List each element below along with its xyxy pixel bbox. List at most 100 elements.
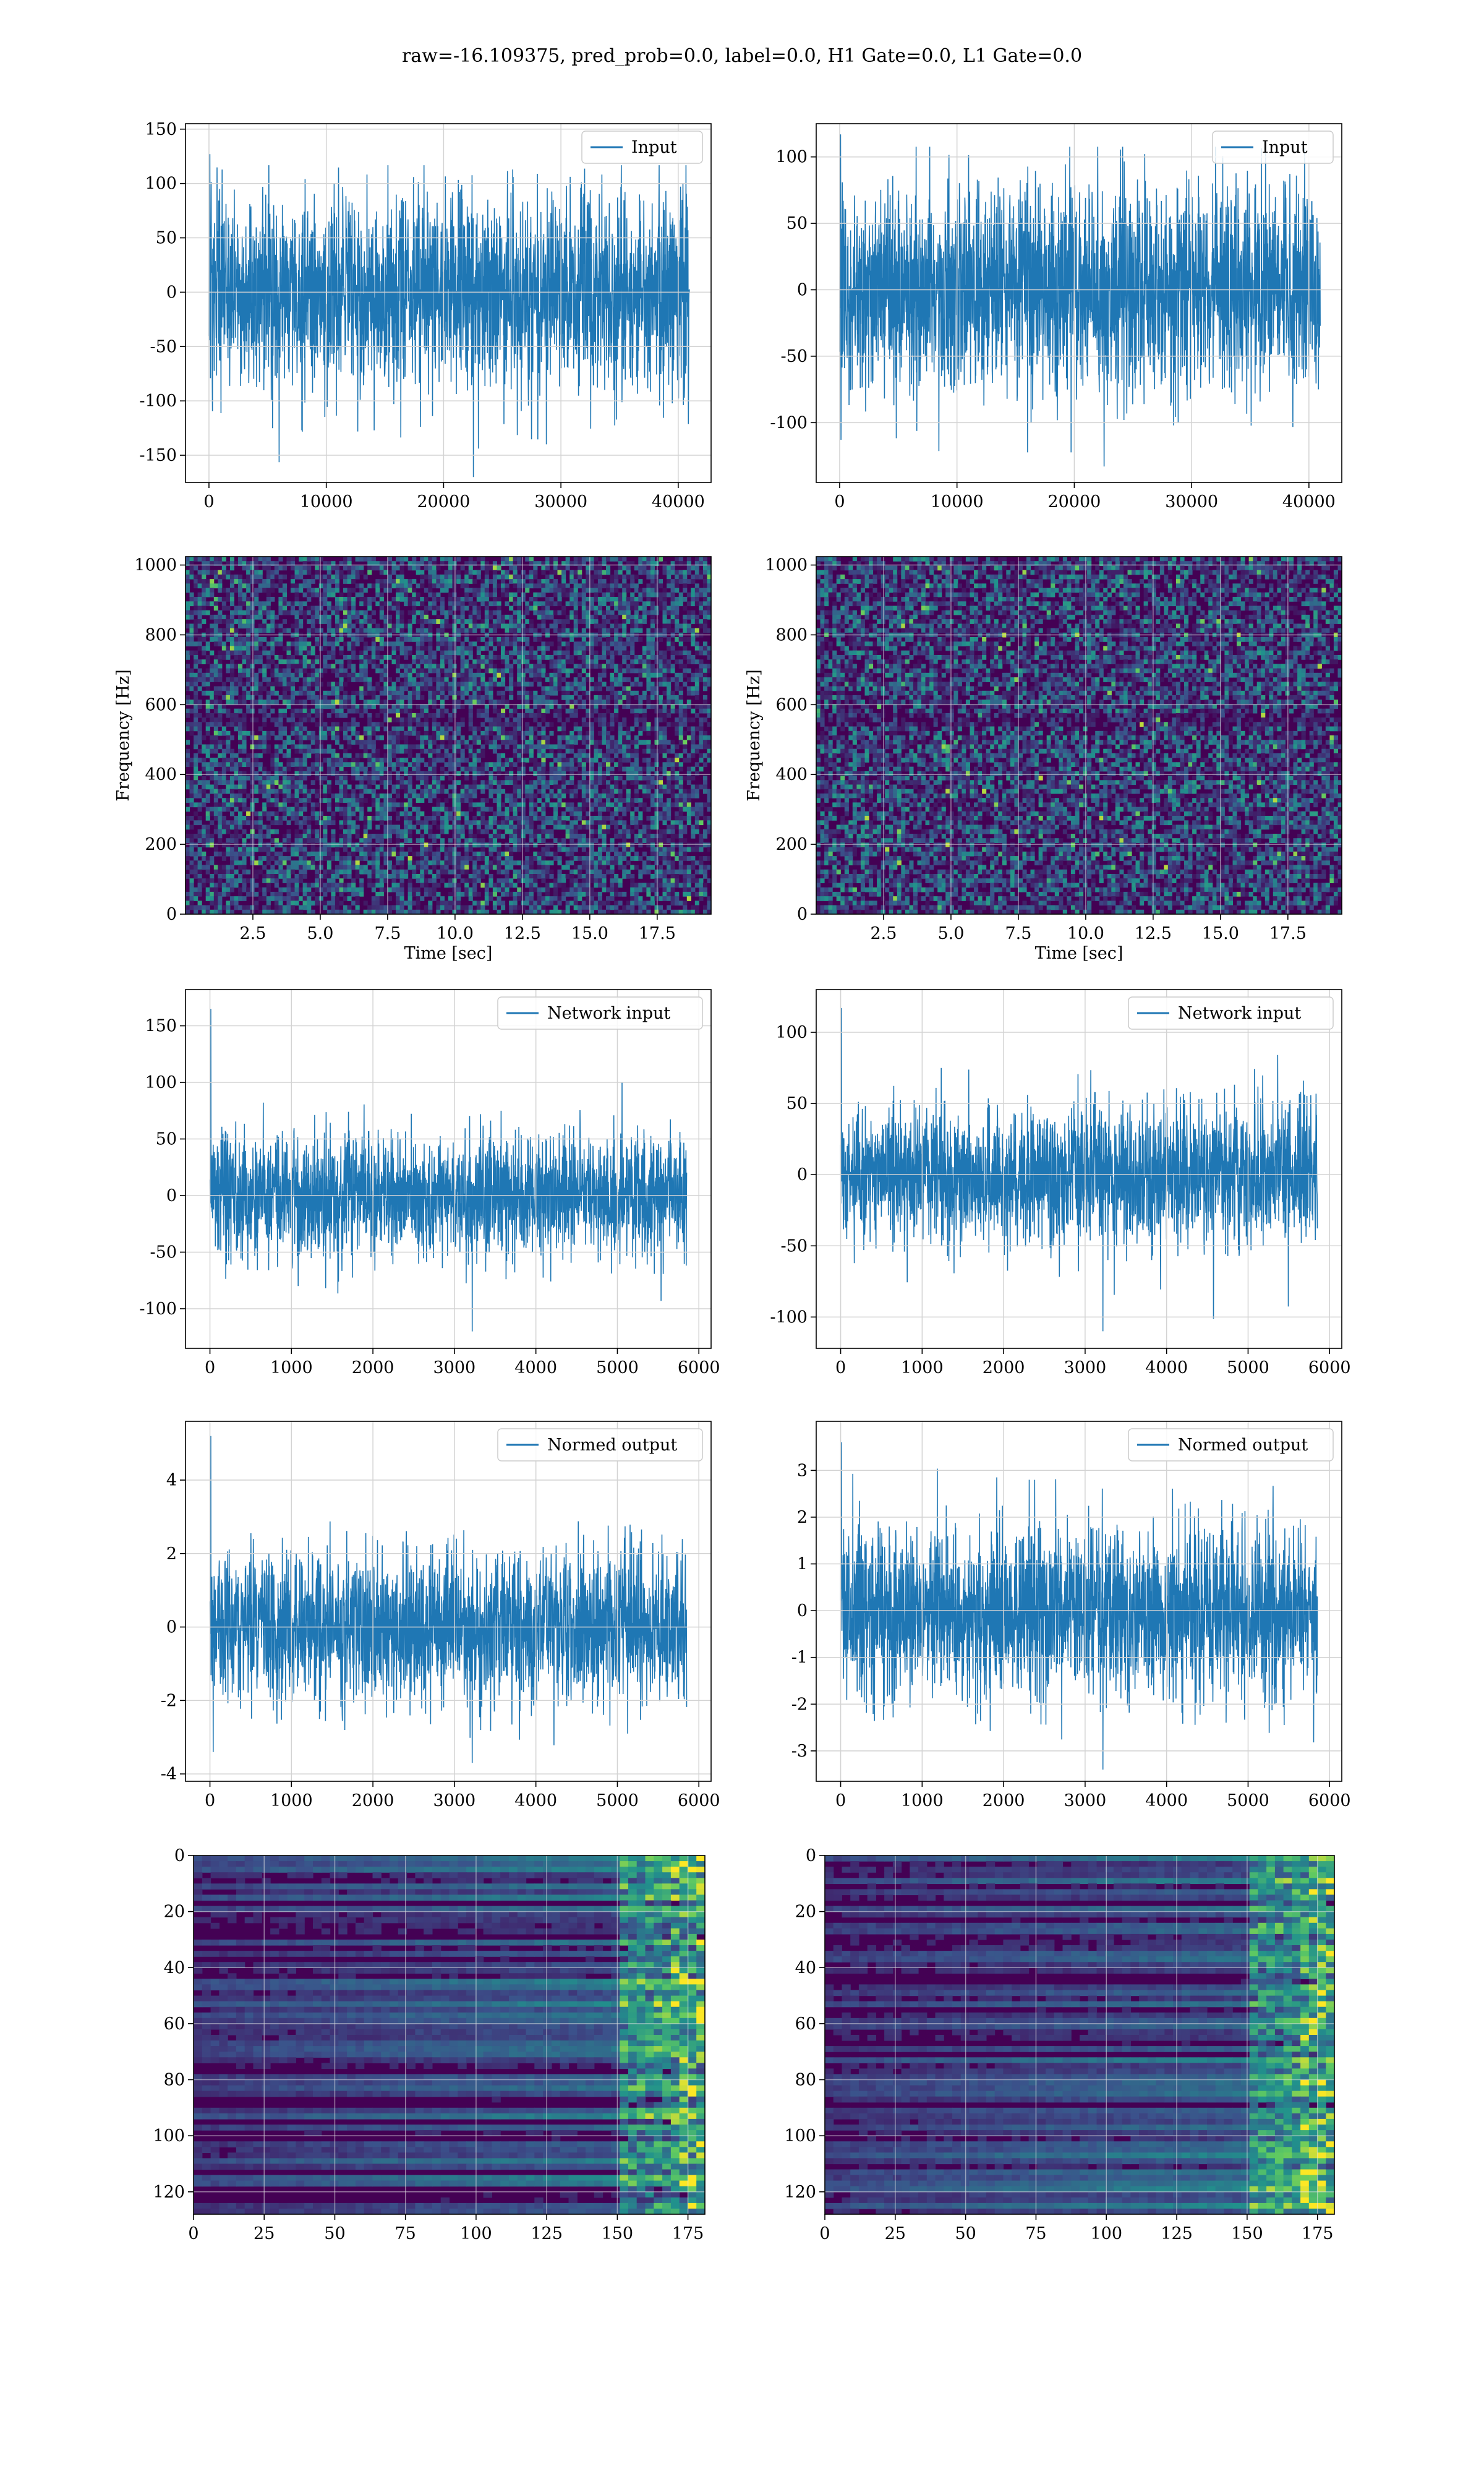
panel-r3-c0: 0 1000 2000 3000 4000 5000 6000 -4 -2 0 2 4 Normed o…: [161, 1421, 720, 1810]
x-tick-label: 40000: [1282, 492, 1336, 511]
x-tick-label: 12.5: [504, 924, 541, 943]
y-tick-label: -50: [150, 337, 177, 356]
x-tick-label: 40000: [652, 492, 705, 511]
x-tick-label: 75: [1025, 2224, 1046, 2243]
y-tick-label: 0: [797, 1601, 808, 1620]
legend: Normed output: [1128, 1428, 1334, 1462]
x-tick-label: 7.5: [374, 924, 401, 943]
x-axis-label: Time [sec]: [1035, 944, 1124, 963]
x-tick-label: 4000: [1145, 1358, 1188, 1377]
x-tick-label: 7.5: [1005, 924, 1031, 943]
x-tick-label: 150: [1231, 2224, 1263, 2243]
y-tick-label: 50: [787, 1094, 808, 1113]
panel-r4-c0: 0 25 50 75 100 125 150 175 0 20 40 60 80 100 120: [153, 1846, 706, 2243]
axes-frame: [193, 1855, 706, 2215]
y-tick-label: 200: [145, 835, 177, 854]
x-tick-label: 50: [955, 2224, 976, 2243]
y-tick-label: -100: [770, 413, 808, 432]
y-tick-label: 600: [145, 695, 177, 714]
x-tick-label: 100: [460, 2224, 492, 2243]
y-tick-label: 50: [156, 229, 177, 248]
y-tick-label: 80: [164, 2071, 185, 2090]
y-tick-label: 150: [145, 1017, 177, 1036]
x-tick-label: 2.5: [870, 924, 897, 943]
y-tick-label: -150: [139, 446, 177, 465]
axes-frame: [185, 556, 712, 915]
y-tick-label: -1: [791, 1648, 808, 1667]
plot-area: [816, 990, 1342, 1348]
x-tick-label: 20000: [417, 492, 470, 511]
y-axis-label: Frequency [Hz]: [744, 669, 764, 801]
x-tick-label: 3000: [1064, 1791, 1107, 1810]
x-tick-label: 4000: [1145, 1791, 1188, 1810]
x-tick-label: 25: [254, 2224, 275, 2243]
panel-r0-c1: 0 10000 20000 30000 40000 -100 -50 0 50 100 Input: [770, 123, 1342, 511]
legend: Normed output: [497, 1428, 703, 1462]
y-tick-label: 0: [797, 281, 808, 300]
y-tick-label: 0: [174, 1846, 185, 1865]
y-tick-label: -4: [161, 1765, 177, 1784]
x-tick-label: 10000: [931, 492, 984, 511]
plot-area: [186, 990, 711, 1348]
x-tick-label: 150: [602, 2224, 634, 2243]
panel-r4-c1: 0 25 50 75 100 125 150 175 0 20 40 60 80 100 120: [784, 1846, 1335, 2243]
legend-label: Normed output: [1178, 1436, 1308, 1455]
y-tick-label: -2: [791, 1695, 808, 1714]
y-tick-label: 120: [153, 2183, 185, 2202]
plot-area: [186, 557, 711, 914]
series-line: [208, 154, 690, 477]
x-tick-label: 5000: [596, 1791, 639, 1810]
y-tick-label: 0: [166, 1618, 177, 1637]
legend-label: Normed output: [547, 1436, 677, 1455]
x-tick-label: 10000: [300, 492, 353, 511]
y-tick-label: -50: [781, 1236, 808, 1256]
x-axis-label: Time [sec]: [404, 944, 493, 963]
x-tick-label: 4000: [514, 1791, 557, 1810]
x-tick-label: 1000: [270, 1358, 313, 1377]
x-tick-label: 0: [203, 492, 214, 511]
plot-area: [186, 1421, 711, 1781]
legend: Network input: [1128, 996, 1334, 1030]
y-tick-label: 400: [775, 765, 808, 784]
y-tick-label: 1: [797, 1555, 808, 1574]
y-tick-label: 40: [795, 1958, 816, 1977]
x-tick-label: 6000: [678, 1791, 720, 1810]
y-tick-label: 400: [145, 765, 177, 784]
axes-frame: [185, 989, 712, 1349]
y-tick-label: 60: [795, 2014, 816, 2034]
axes-frame: [185, 123, 712, 483]
y-tick-label: 0: [806, 1846, 816, 1865]
y-tick-label: 150: [145, 120, 177, 139]
y-tick-label: 0: [166, 905, 177, 924]
x-tick-label: 10.0: [1067, 924, 1104, 943]
x-tick-label: 2.5: [239, 924, 266, 943]
y-tick-label: 200: [775, 835, 808, 854]
x-tick-label: 0: [835, 1791, 846, 1810]
x-tick-label: 15.0: [571, 924, 608, 943]
legend: Input: [581, 131, 703, 164]
plot-area: [186, 124, 711, 482]
x-tick-label: 4000: [514, 1358, 557, 1377]
x-tick-label: 6000: [1308, 1791, 1351, 1810]
x-tick-label: 17.5: [1269, 924, 1307, 943]
y-tick-label: 100: [775, 1023, 808, 1042]
x-tick-label: 5.0: [937, 924, 964, 943]
x-tick-label: 12.5: [1135, 924, 1172, 943]
x-tick-label: 6000: [1308, 1358, 1351, 1377]
y-tick-label: 2: [797, 1508, 808, 1527]
x-tick-label: 5000: [1227, 1791, 1269, 1810]
x-tick-label: 0: [819, 2224, 830, 2243]
legend-box: [1128, 1428, 1334, 1462]
panel-r3-c1: 0 1000 2000 3000 4000 5000 6000 -3 -2 -1 0 1 2 3 Norme…: [791, 1421, 1351, 1810]
y-tick-label: -100: [770, 1308, 808, 1327]
y-axis-label: Frequency [Hz]: [114, 669, 133, 801]
x-tick-label: 3000: [433, 1791, 476, 1810]
y-tick-label: -50: [150, 1243, 177, 1262]
legend-box: [1212, 131, 1334, 164]
x-tick-label: 25: [885, 2224, 906, 2243]
x-tick-label: 3000: [433, 1358, 476, 1377]
y-tick-label: 4: [166, 1471, 177, 1490]
series-line: [209, 1436, 688, 1763]
series-line: [209, 1009, 688, 1332]
